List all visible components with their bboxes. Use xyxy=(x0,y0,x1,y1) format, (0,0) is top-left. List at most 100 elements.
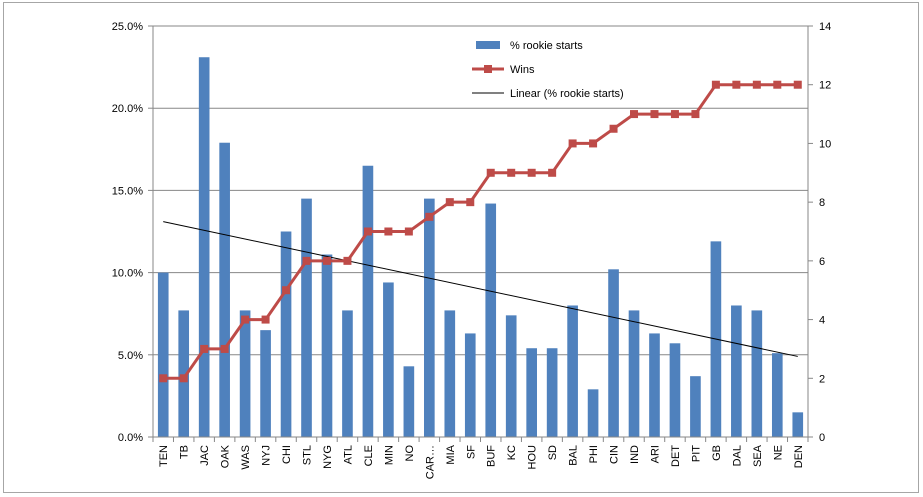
wins-marker xyxy=(609,124,618,133)
category-label: BAL xyxy=(568,445,580,466)
category-label: WAS xyxy=(240,445,252,470)
category-label: SEA xyxy=(752,444,764,467)
bar xyxy=(546,348,558,437)
right-tick-label: 2 xyxy=(819,373,825,385)
bar xyxy=(403,366,415,437)
bar xyxy=(321,254,333,437)
left-tick-label: 25.0% xyxy=(112,21,143,33)
wins-marker xyxy=(670,110,679,119)
right-tick-label: 4 xyxy=(819,315,825,327)
category-label: DEN xyxy=(793,445,805,468)
bar xyxy=(669,343,681,437)
right-tick-label: 10 xyxy=(819,138,831,150)
bar-series xyxy=(157,57,804,438)
category-label: NYJ xyxy=(261,445,273,466)
bar xyxy=(444,310,456,437)
category-label: KC xyxy=(506,445,518,460)
bar xyxy=(239,310,251,437)
wins-marker xyxy=(159,374,168,383)
category-label: ATL xyxy=(342,445,354,464)
category-label: NO xyxy=(404,445,416,462)
bar xyxy=(608,269,619,437)
category-label: ARI xyxy=(649,445,661,463)
category-label: STL xyxy=(302,445,314,465)
category-label: DET xyxy=(670,445,682,467)
bar xyxy=(505,315,517,437)
bar xyxy=(219,142,230,437)
legend-label: % rookie starts xyxy=(510,40,583,52)
bar xyxy=(587,389,599,437)
bar xyxy=(649,333,660,437)
bar xyxy=(567,305,578,437)
left-tick-label: 15.0% xyxy=(112,185,143,197)
bar xyxy=(526,348,537,437)
wins-marker xyxy=(732,80,741,89)
legend-swatch-bar xyxy=(476,41,500,49)
wins-marker xyxy=(200,344,209,353)
category-label: TEN xyxy=(158,445,170,467)
wins-marker xyxy=(466,198,475,207)
right-tick-label: 6 xyxy=(819,256,825,268)
bar xyxy=(301,198,312,437)
wins-marker xyxy=(773,80,782,89)
bar xyxy=(342,310,353,437)
left-axis-ticks: 0.0% 5.0% 10.0% 15.0% 20.0% 25.0% xyxy=(112,21,143,444)
category-label: SD xyxy=(547,445,559,460)
wins-marker xyxy=(241,315,250,324)
category-label: MIA xyxy=(445,444,457,464)
bar xyxy=(485,203,497,437)
legend: % rookie starts Wins Linear (% rookie star… xyxy=(472,40,624,100)
left-tick-label: 20.0% xyxy=(112,103,143,115)
category-label: JAC xyxy=(199,445,211,466)
wins-marker xyxy=(548,168,557,177)
right-tick-label: 12 xyxy=(819,80,831,92)
wins-marker xyxy=(343,256,352,265)
wins-marker xyxy=(404,227,413,236)
category-label: CIN xyxy=(609,445,621,464)
wins-marker xyxy=(711,80,720,89)
bar xyxy=(362,165,374,438)
category-labels: TEN TB JAC OAK WAS NYJ CHI STL NYG ATL CLE MIN NO CAR… xyxy=(158,444,805,479)
category-label: BUF xyxy=(486,445,498,467)
wins-marker xyxy=(363,227,372,236)
category-label: HOU xyxy=(527,445,539,470)
wins-line xyxy=(163,83,798,380)
right-tick-label: 14 xyxy=(819,21,831,33)
legend-label: Wins xyxy=(510,64,535,76)
category-label: NE xyxy=(772,445,784,460)
wins-marker xyxy=(589,139,598,148)
wins-marker xyxy=(486,168,495,177)
wins-marker xyxy=(302,256,311,265)
left-tick-label: 5.0% xyxy=(118,350,143,362)
bar xyxy=(751,310,763,437)
wins-marker xyxy=(650,110,659,119)
bar xyxy=(383,282,394,437)
right-tick-label: 8 xyxy=(819,197,825,209)
category-label: IND xyxy=(629,445,641,464)
left-tick-label: 10.0% xyxy=(112,268,143,280)
wins-marker xyxy=(179,374,188,383)
trendline xyxy=(163,221,798,357)
category-label: PIT xyxy=(690,445,702,462)
wins-marker xyxy=(425,212,434,221)
right-tick-label: 0 xyxy=(819,432,825,444)
bar xyxy=(690,376,701,437)
trendline-series xyxy=(163,221,798,357)
bar xyxy=(157,272,169,437)
category-label: GB xyxy=(711,445,723,461)
category-label: CLE xyxy=(363,445,375,466)
left-tick-label: 0.0% xyxy=(118,432,143,444)
legend-label: Linear (% rookie starts) xyxy=(510,88,624,100)
category-label: SF xyxy=(465,445,477,459)
bar xyxy=(628,310,640,437)
wins-series xyxy=(159,80,802,383)
gridlines xyxy=(153,25,808,356)
category-label: NYG xyxy=(322,445,334,469)
wins-marker xyxy=(322,256,331,265)
legend-swatch-marker xyxy=(484,65,492,73)
wins-marker xyxy=(261,315,270,324)
bar xyxy=(424,198,435,437)
category-label: CHI xyxy=(281,445,293,464)
right-axis-ticks: 0 2 4 6 8 10 12 14 xyxy=(819,21,831,444)
